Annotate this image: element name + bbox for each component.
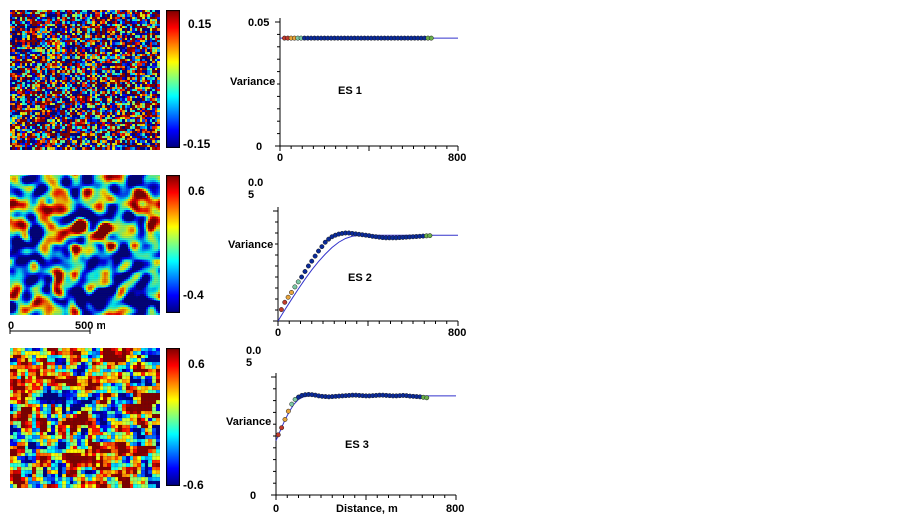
x-tick-label: 0: [275, 327, 281, 339]
data-point: [322, 239, 328, 245]
es2-variogram: 0 800 0.05 Variance ES 2: [228, 177, 466, 339]
y-tick-label: 0.0: [246, 345, 261, 357]
data-point: [299, 274, 305, 280]
es1-field-map: [10, 10, 160, 150]
y-tick-label: 5: [248, 189, 254, 201]
x-tick-label: 800: [448, 327, 466, 339]
plot-title: ES 3: [345, 439, 369, 451]
x-axis-label: Distance, m: [336, 503, 398, 515]
plot-title: ES 1: [338, 85, 362, 97]
es2-colorbar: [166, 175, 180, 313]
plot-title: ES 2: [348, 272, 372, 284]
x-tick-label: 800: [446, 503, 464, 515]
es1-colorbar-top-label: 0.15: [188, 17, 212, 31]
data-point: [285, 294, 291, 300]
data-point: [275, 432, 281, 438]
data-point: [316, 248, 321, 254]
data-point: [309, 258, 315, 264]
es3-colorbar: [166, 348, 180, 486]
scale-bar-start-label: 0: [8, 320, 14, 332]
y-tick-label: 0: [250, 490, 256, 502]
scale-bar: 0 500 m: [8, 320, 105, 334]
data-point: [305, 263, 311, 269]
data-point: [428, 35, 434, 41]
y-axis-label: Variance: [230, 76, 275, 88]
data-point: [282, 417, 288, 422]
es2-field-map: [10, 175, 160, 315]
data-point: [289, 401, 295, 407]
data-point: [292, 396, 298, 402]
es2-colorbar-bottom-label: -0.4: [183, 288, 204, 302]
x-tick-label: 0: [277, 152, 283, 164]
y-axis-label: Variance: [228, 239, 273, 251]
data-point: [282, 299, 288, 305]
data-point: [285, 408, 291, 414]
es2-colorbar-top-label: 0.6: [188, 184, 205, 198]
es3-variogram: 0 800 0.05 0 Variance ES 3 Distance, m: [226, 345, 464, 515]
data-point: [302, 269, 308, 274]
y-tick-label: 0.0: [248, 177, 263, 189]
y-axis-label: Variance: [226, 416, 271, 428]
x-tick-label: 800: [448, 152, 466, 164]
es3-colorbar-bottom-label: -0.6: [183, 478, 204, 492]
data-point: [424, 395, 430, 401]
es3-field-map: [10, 348, 160, 488]
es1-colorbar: [166, 10, 180, 148]
data-point: [295, 279, 301, 285]
data-point: [427, 233, 433, 239]
data-point: [319, 244, 325, 250]
es3-colorbar-top-label: 0.6: [188, 357, 205, 371]
x-tick-label: 0: [273, 503, 279, 515]
y-tick-label: 0.05: [248, 17, 269, 29]
data-point: [326, 236, 332, 242]
data-point: [278, 307, 284, 313]
data-point: [289, 289, 294, 295]
y-tick-label: 5: [246, 357, 252, 369]
es1-variogram: 0 800 0.05 0 Variance ES 1: [230, 17, 466, 164]
y-tick-label: 0: [256, 141, 262, 153]
model-curve: [275, 395, 456, 441]
data-point: [312, 253, 318, 259]
scale-bar-end-label: 500 m: [75, 320, 105, 332]
data-point: [279, 425, 285, 431]
es1-colorbar-bottom-label: -0.15: [183, 137, 211, 151]
data-point: [292, 284, 298, 290]
